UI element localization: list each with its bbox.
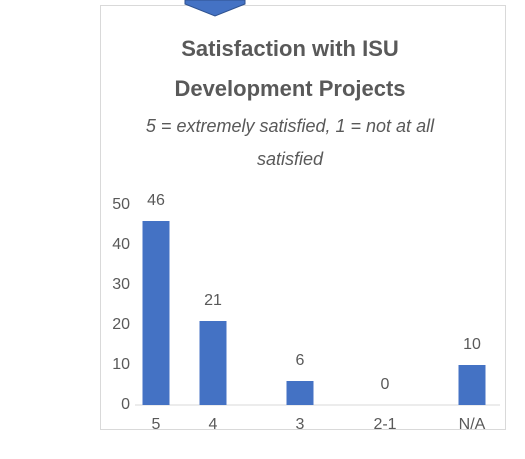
bar <box>142 221 170 405</box>
y-tick-label: 40 <box>112 236 130 253</box>
x-tick-label: N/A <box>459 416 486 433</box>
chart-subtitle: satisfied <box>257 149 324 169</box>
chart-subtitle: 5 = extremely satisfied, 1 = not at all <box>146 116 435 136</box>
data-label: 0 <box>381 376 390 393</box>
bar <box>199 321 227 405</box>
y-tick-label: 0 <box>121 396 130 413</box>
x-tick-label: 5 <box>152 416 161 433</box>
bar <box>458 365 486 405</box>
chart-title: Development Projects <box>174 76 405 101</box>
y-tick-label: 20 <box>112 316 130 333</box>
y-tick-label: 30 <box>112 276 130 293</box>
data-label: 46 <box>147 192 165 209</box>
x-tick-label: 4 <box>209 416 218 433</box>
data-label: 10 <box>463 336 481 353</box>
y-tick-label: 50 <box>112 196 130 213</box>
arrow-decoration <box>184 0 246 17</box>
chart-title: Satisfaction with ISU <box>181 36 399 61</box>
data-label: 21 <box>204 292 222 309</box>
bar <box>286 381 314 405</box>
x-tick-label: 3 <box>296 416 305 433</box>
x-tick-label: 2-1 <box>373 416 396 433</box>
y-tick-label: 10 <box>112 356 130 373</box>
data-label: 6 <box>296 352 305 369</box>
